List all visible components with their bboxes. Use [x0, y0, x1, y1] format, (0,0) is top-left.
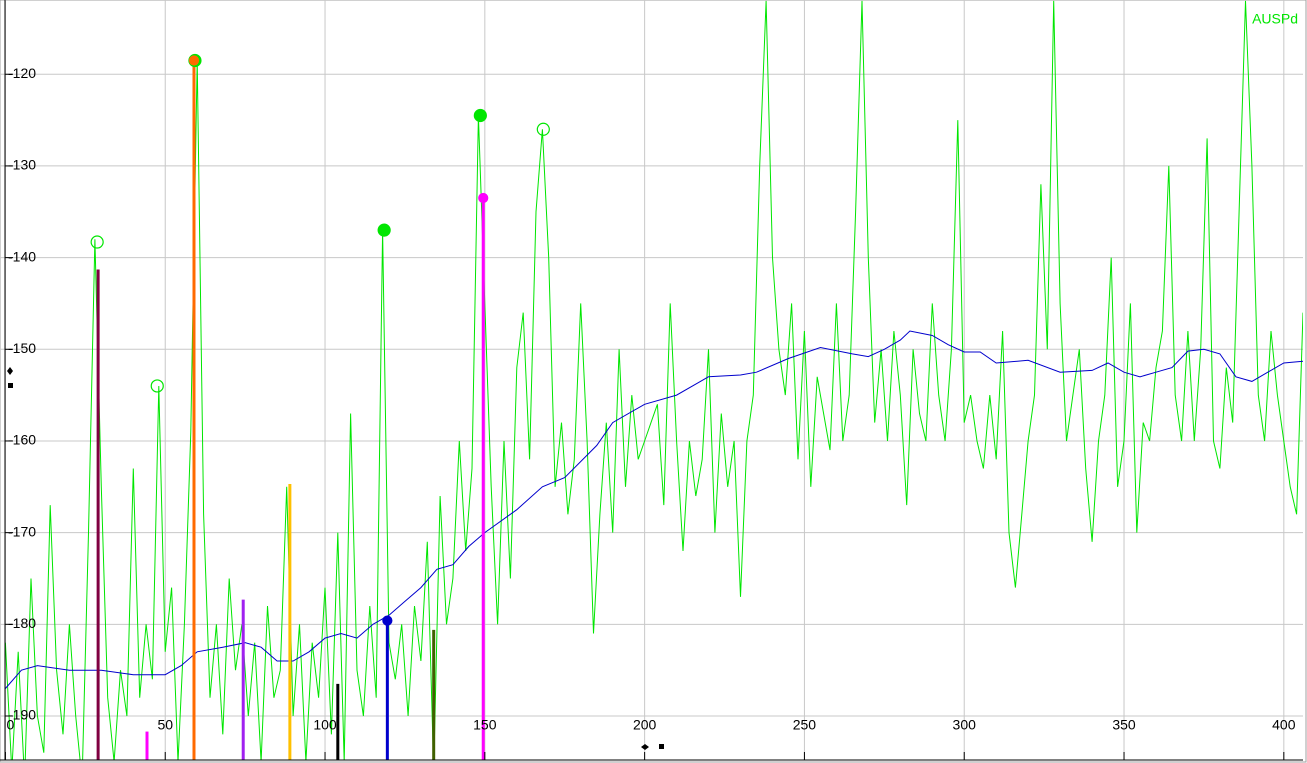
peak-marker: [536, 122, 550, 136]
data-line: [4, 0, 1303, 760]
y-tick-label: -170: [8, 523, 36, 539]
legend-entry: AUSPd: [1252, 11, 1298, 27]
peak-marker: [188, 55, 200, 66]
y-tick-label: -150: [8, 340, 36, 356]
y-tick-label: -190: [8, 707, 36, 723]
x-tick-label: 100: [313, 717, 337, 733]
x-tick-label: 0: [7, 717, 15, 733]
plot-area: [4, 0, 1303, 760]
axis-handle[interactable]: [641, 744, 664, 750]
y-tick-label: -160: [8, 432, 36, 448]
peak-marker: [90, 235, 104, 249]
peak-marker: [478, 192, 489, 204]
x-tick-label: 400: [1272, 717, 1296, 733]
x-tick-label: 200: [633, 717, 657, 733]
y-tick-label: -140: [8, 248, 36, 264]
data-line: [5, 330, 1303, 689]
x-tick-label: 150: [473, 717, 497, 733]
y-tick-label: -120: [8, 65, 36, 81]
y-tick-label: -130: [8, 157, 36, 173]
x-tick-label: 300: [953, 717, 977, 733]
peak-marker: [473, 108, 487, 123]
y-tick-label: -180: [8, 615, 36, 631]
x-tick-label: 50: [157, 717, 173, 733]
peak-marker: [150, 379, 164, 393]
peak-marker: [377, 223, 391, 237]
peak-marker: [382, 615, 393, 626]
x-tick-label: 350: [1112, 717, 1136, 733]
axis-handle[interactable]: [7, 367, 13, 388]
x-tick-label: 250: [793, 717, 817, 733]
